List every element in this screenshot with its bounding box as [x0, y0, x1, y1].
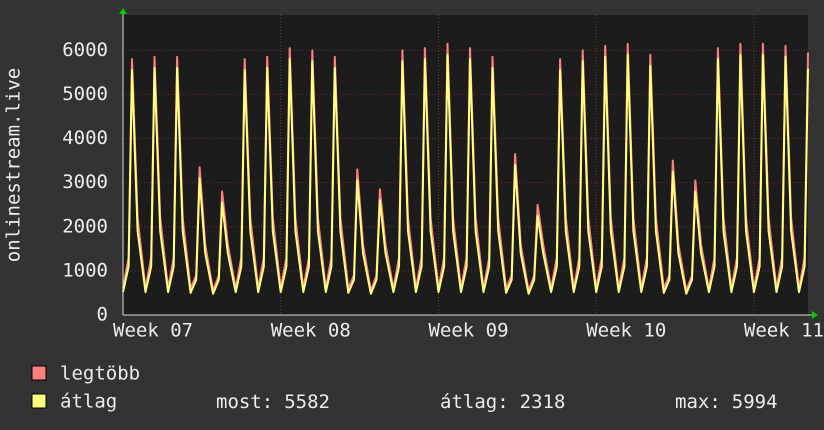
legend-label: legtöbb [60, 363, 140, 385]
series-line [122, 53, 809, 295]
stat-label: max: [675, 391, 721, 413]
legend-swatch [31, 365, 47, 381]
y-tick-label: 6000 [62, 39, 108, 61]
y-tick-label: 3000 [62, 171, 108, 193]
stat-label: átlag: [440, 391, 509, 413]
y-arrow [119, 8, 127, 14]
stat-value: 2318 [520, 391, 566, 413]
axes [119, 8, 818, 319]
stat: most: 5582 [216, 391, 330, 413]
stat-label: most: [216, 391, 273, 413]
marks [122, 42, 809, 295]
y-tick-label: 5000 [62, 83, 108, 105]
y-tick-label: 4000 [62, 127, 108, 149]
stat: max: 5994 [675, 391, 778, 413]
y-tick-label: 0 [97, 304, 108, 326]
x-tick-label: Week 10 [586, 320, 666, 342]
stat-value: 5994 [732, 391, 778, 413]
legend-swatch [31, 393, 47, 409]
y-tick-label: 2000 [62, 215, 108, 237]
legend-label: átlag [60, 391, 117, 413]
stat-value: 5582 [284, 391, 330, 413]
y-tick-label: 1000 [62, 259, 108, 281]
x-tick-label: Week 09 [428, 320, 508, 342]
stat: átlag: 2318 [440, 391, 565, 413]
x-tick-label: Week 07 [113, 320, 193, 342]
x-arrow [812, 311, 818, 319]
x-tick-label: Week 11 [744, 320, 824, 342]
y-axis-title: onlinestream.live [3, 68, 25, 262]
x-tick-label: Week 08 [271, 320, 351, 342]
